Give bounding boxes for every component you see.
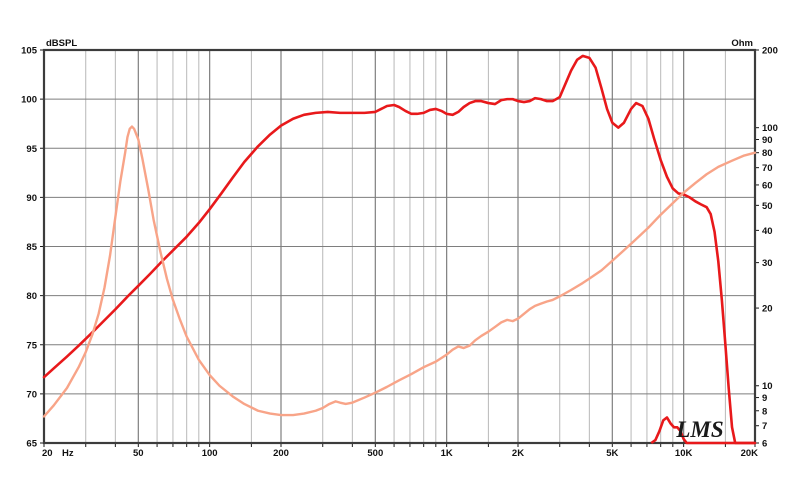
plot-frame (42, 48, 757, 445)
y-left-tick-label-95: 95 (26, 144, 37, 155)
y-left-tick-label-85: 85 (26, 242, 37, 253)
x-tick-label-2K: 2K (512, 448, 524, 459)
x-axis-unit-label: Hz (62, 448, 74, 459)
y-left-tick-label-90: 90 (26, 193, 37, 204)
y-right-tick-label-20: 20 (762, 304, 773, 315)
series-line-impedance (42, 125, 757, 418)
series-line-spl (42, 54, 757, 445)
x-tick-label-10K: 10K (675, 448, 693, 459)
y-right-tick-label-80: 80 (762, 148, 773, 159)
y-axis-left-tick-labels: 105 100 95 90 85 80 75 70 65 (21, 46, 38, 450)
y-right-tick-label-50: 50 (762, 201, 773, 212)
plot-border (42, 48, 757, 445)
x-axis-tick-labels: 20 50 100 200 500 1K 2K 5K 10K 20K (42, 448, 758, 459)
x-tick-label-20K: 20K (741, 448, 759, 459)
y-right-tick-label-200: 200 (762, 46, 778, 57)
y-right-tick-label-10: 10 (762, 381, 773, 392)
x-tick-label-5K: 5K (606, 448, 618, 459)
y-left-tick-label-105: 105 (21, 46, 38, 57)
series-hf-residual-bump (650, 416, 755, 445)
lms-watermark-logo: LMS (675, 417, 723, 442)
y-right-tick-label-6: 6 (762, 439, 767, 450)
x-tick-label-200: 200 (273, 448, 289, 459)
x-tick-label-20: 20 (42, 448, 53, 459)
y-left-tick-label-65: 65 (26, 439, 37, 450)
y-right-tick-label-9: 9 (762, 393, 767, 404)
y-right-tick-label-90: 90 (762, 135, 773, 146)
y-left-tick-label-70: 70 (26, 389, 37, 400)
y-axis-left-unit-label: dBSPL (46, 38, 77, 49)
data-series-layer (42, 54, 757, 445)
x-tick-label-1K: 1K (441, 448, 453, 459)
major-gridlines (44, 50, 755, 443)
y-right-tick-label-8: 8 (762, 406, 767, 417)
y-left-tick-label-100: 100 (21, 95, 37, 106)
y-right-tick-label-40: 40 (762, 226, 773, 237)
x-tick-label-100: 100 (202, 448, 218, 459)
y-right-tick-label-60: 60 (762, 180, 773, 191)
y-axis-right-unit-label: Ohm (731, 38, 753, 49)
y-right-tick-label-7: 7 (762, 421, 767, 432)
y-right-tick-label-30: 30 (762, 258, 773, 269)
y-right-tick-label-100: 100 (762, 123, 778, 134)
x-tick-label-50: 50 (133, 448, 144, 459)
y-right-tick-label-70: 70 (762, 163, 773, 174)
x-tick-label-500: 500 (367, 448, 383, 459)
y-left-tick-label-75: 75 (26, 340, 37, 351)
y-left-tick-label-80: 80 (26, 291, 37, 302)
